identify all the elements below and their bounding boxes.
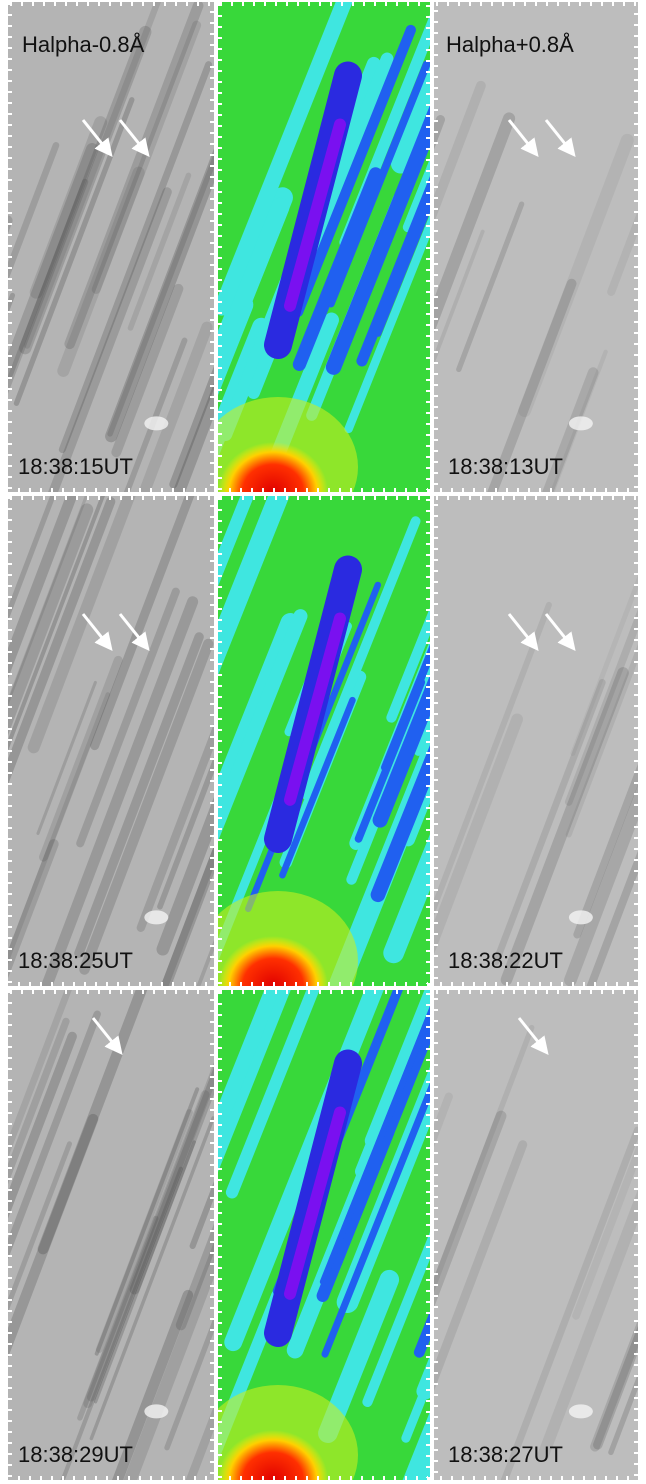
bright-spot bbox=[569, 910, 593, 924]
timestamp: 18:38:15UT bbox=[18, 454, 133, 479]
timestamp: 18:38:22UT bbox=[448, 948, 563, 973]
streak bbox=[0, 221, 7, 429]
timestamp: 18:38:13UT bbox=[448, 454, 563, 479]
timestamp: 18:38:27UT bbox=[448, 1442, 563, 1467]
bright-spot bbox=[569, 416, 593, 430]
panel bbox=[419, 496, 646, 997]
bright-spot bbox=[144, 1404, 168, 1418]
channel-label: Halpha+0.8Å bbox=[446, 32, 574, 57]
bright-spot bbox=[569, 1404, 593, 1418]
channel-label: Halpha-0.8Å bbox=[22, 32, 145, 57]
figure: 18:38:15UT 18:38:13UT 18:38:25UT 18:38:22UT… bbox=[0, 0, 646, 1484]
timestamp: 18:38:29UT bbox=[18, 1442, 133, 1467]
timestamp: 18:38:25UT bbox=[18, 948, 133, 973]
bright-spot bbox=[144, 910, 168, 924]
bright-spot bbox=[144, 416, 168, 430]
